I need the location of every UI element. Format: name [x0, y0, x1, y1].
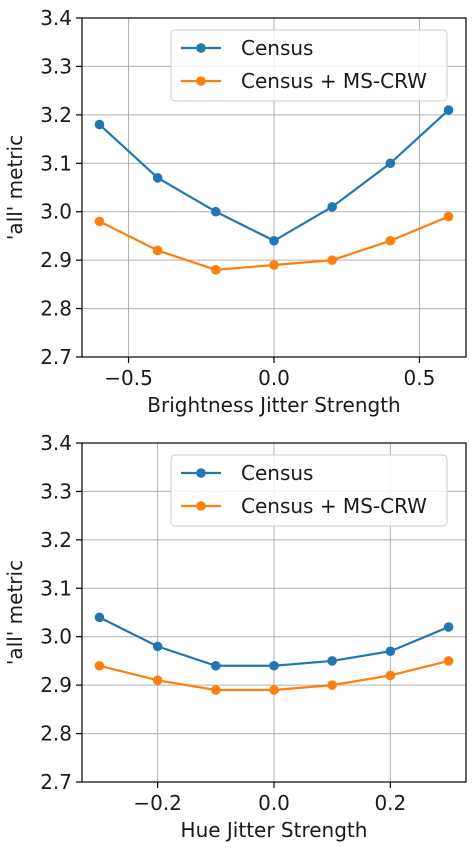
legend-label: Census + MS-CRW: [241, 69, 427, 93]
data-point: [94, 119, 105, 130]
series-census-ms-crw: [94, 211, 454, 275]
legend-marker: [196, 43, 206, 53]
data-point: [211, 206, 221, 217]
x-tick-label: 0.5: [404, 366, 436, 390]
y-tick-label: 2.8: [40, 297, 72, 321]
y-tick-label: 2.9: [40, 248, 72, 272]
legend-box: [170, 454, 448, 527]
data-point: [211, 660, 221, 671]
legend: Census Census + MS-CRW: [170, 454, 448, 527]
x-tick-label: −0.2: [133, 791, 182, 815]
data-point: [152, 245, 163, 256]
legend-marker: [196, 468, 206, 478]
y-tick-label: 3.0: [40, 625, 72, 649]
legend-marker: [196, 76, 206, 86]
data-point: [327, 680, 337, 690]
y-tick-label: 2.8: [40, 722, 72, 746]
data-point: [443, 105, 454, 115]
data-point: [385, 158, 396, 169]
data-point: [443, 656, 454, 666]
brightness-jitter-chart: −0.5 0.0 0.5 2.7 2.8 2.9 3.0 3.1 3.2 3.3 3.4 Bright…: [3, 6, 467, 417]
series-census: [94, 105, 454, 246]
y-tick-label: 3.4: [40, 6, 72, 30]
x-axis-label: Brightness Jitter Strength: [147, 393, 400, 417]
series-census: [94, 612, 454, 671]
data-point: [385, 646, 396, 657]
series-census-ms-crw: [94, 656, 454, 695]
data-point: [327, 255, 337, 265]
hue-jitter-chart: −0.2 0.0 0.2 2.7 2.8 2.9 3.0 3.1 3.2 3.3 3.4 Hue Ji…: [3, 431, 467, 842]
legend-label: Census: [241, 36, 313, 60]
data-point: [94, 660, 105, 671]
y-axis-label: 'all' metric: [3, 560, 27, 665]
y-tick-label: 3.2: [40, 528, 72, 552]
data-point: [269, 235, 279, 246]
legend-box: [170, 29, 448, 102]
data-point: [152, 173, 163, 183]
y-axis-label: 'all' metric: [3, 135, 27, 240]
legend: Census Census + MS-CRW: [170, 29, 448, 102]
legend-label: Census + MS-CRW: [241, 494, 427, 518]
x-tick-label: 0.2: [374, 791, 406, 815]
y-tick-label: 3.2: [40, 103, 72, 127]
legend-label: Census: [241, 461, 313, 485]
data-point: [385, 235, 396, 246]
y-tick-label: 3.3: [40, 54, 72, 78]
x-tick-label: −0.5: [104, 366, 153, 390]
data-point: [152, 675, 163, 686]
data-point: [269, 660, 279, 671]
y-tick-label: 3.1: [40, 576, 72, 600]
data-point: [211, 685, 221, 695]
data-point: [385, 670, 396, 681]
data-point: [94, 612, 105, 623]
y-tick-label: 3.0: [40, 200, 72, 224]
x-tick-label: 0.0: [258, 366, 290, 390]
data-point: [443, 622, 454, 632]
legend-marker: [196, 501, 206, 511]
data-point: [269, 685, 279, 695]
x-tick-label: 0.0: [258, 791, 290, 815]
y-tick-label: 3.4: [40, 431, 72, 455]
y-tick-label: 2.7: [40, 345, 72, 369]
data-point: [443, 211, 454, 222]
data-point: [152, 641, 163, 652]
data-point: [327, 202, 337, 212]
data-point: [94, 216, 105, 227]
y-tick-label: 3.1: [40, 151, 72, 175]
data-point: [269, 260, 279, 270]
y-tick-label: 3.3: [40, 479, 72, 503]
x-axis-label: Hue Jitter Strength: [181, 818, 368, 842]
data-point: [327, 656, 337, 666]
y-tick-label: 2.9: [40, 673, 72, 697]
data-point: [211, 265, 221, 275]
y-tick-label: 2.7: [40, 770, 72, 794]
